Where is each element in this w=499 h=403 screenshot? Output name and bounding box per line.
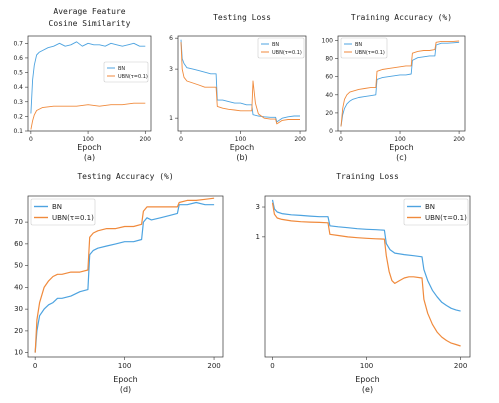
plot-frame	[27, 35, 152, 132]
x-tick-label: 200	[454, 362, 467, 370]
y-tick-label: 0	[329, 128, 333, 135]
y-tick-label: 0.6	[13, 55, 23, 62]
y-tick-label: 1	[169, 115, 173, 122]
x-tick-label: 0	[33, 362, 37, 370]
legend-label: BN	[52, 203, 62, 211]
subfigure-caption: (d)	[120, 385, 131, 394]
legend-label: UBN(τ=0.1)	[272, 50, 302, 56]
y-tick-label: 60	[14, 240, 23, 248]
legend-box	[403, 198, 469, 226]
series-line-bn	[180, 39, 300, 123]
y-tick-label: 100	[322, 38, 334, 45]
x-tick-label: 0	[270, 362, 274, 370]
y-tick-label: 70	[14, 218, 23, 226]
series-line-ubn	[340, 40, 460, 127]
series-line-ubn	[34, 197, 215, 353]
y-tick-label: 0.3	[13, 99, 23, 106]
legend-label: BN	[272, 42, 279, 48]
plot-frame	[27, 195, 224, 358]
legend: BN UBN(τ=0.1)	[403, 198, 469, 226]
series-line-ubn	[180, 42, 300, 125]
y-tick-label: 0.5	[13, 70, 23, 77]
x-tick-label: 200	[294, 136, 306, 143]
legend-box	[340, 37, 388, 59]
x-tick-label: 200	[207, 362, 220, 370]
subfigure-caption: (b)	[236, 153, 247, 162]
legend: BN UBN(τ=0.1)	[103, 61, 149, 83]
y-tick-label: 60	[325, 74, 333, 81]
y-tick-label: 0.7	[13, 40, 23, 47]
y-tick-label: 10	[14, 349, 23, 357]
legend-label: UBN(τ=0.1)	[118, 74, 148, 80]
legend-label: BN	[118, 66, 125, 72]
y-tick-label: 1	[256, 233, 260, 241]
y-tick-label: 0.1	[13, 128, 23, 135]
legend-box	[103, 61, 149, 83]
x-axis-label: Epoch	[355, 375, 380, 384]
y-tick-label: 40	[14, 283, 23, 291]
legend-label: BN	[355, 42, 362, 48]
chart-title: Average Feature	[53, 7, 125, 16]
y-tick-label: 3	[169, 66, 173, 73]
legend-label: UBN(τ=0.1)	[52, 214, 94, 222]
series-line-bn	[34, 201, 215, 353]
x-axis-label: Epoch	[77, 143, 102, 152]
y-tick-label: 50	[14, 262, 23, 270]
y-tick-label: 3	[256, 203, 260, 211]
x-tick-label: 100	[394, 136, 406, 143]
chart-c: Training Accuracy (%) 0 100 200 0 20 40 60 80 100…	[322, 13, 466, 162]
legend: BN UBN(τ=0.1)	[340, 37, 388, 59]
y-tick-label: 80	[325, 56, 333, 63]
chart-d: Testing Accuracy (%) 0 100 200 10 20 30 40 50 60 7…	[14, 172, 224, 394]
x-tick-label: 100	[118, 362, 131, 370]
chart-a: Average Feature Cosine Similarity 0 100 200 0…	[13, 7, 152, 162]
plot-frame	[177, 35, 307, 132]
chart-title: Training Loss	[336, 172, 399, 181]
x-axis-label: Epoch	[389, 143, 414, 152]
legend-label: UBN(τ=0.1)	[355, 50, 385, 56]
legend-label: UBN(τ=0.1)	[425, 214, 467, 222]
plot-frame	[264, 195, 471, 358]
y-tick-label: 0.4	[13, 84, 23, 91]
y-tick-label: 6	[169, 35, 173, 42]
x-tick-label: 100	[235, 136, 247, 143]
y-tick-label: 20	[325, 110, 333, 117]
x-tick-label: 0	[179, 136, 183, 143]
legend: BN UBN(τ=0.1)	[30, 198, 96, 226]
legend: BN UBN(τ=0.1)	[257, 37, 305, 59]
x-tick-label: 0	[339, 136, 343, 143]
plot-frame	[337, 35, 466, 132]
series-line-bn	[271, 199, 461, 312]
chart-e: Training Loss 0 100 200 1 3 Epoch(e) BN UBN(τ=0.…	[256, 172, 471, 394]
chart-title: Testing Accuracy (%)	[77, 172, 173, 181]
legend-box	[30, 198, 96, 226]
subfigure-caption: (a)	[84, 153, 95, 162]
y-tick-label: 30	[14, 305, 23, 313]
y-tick-label: 0.2	[13, 113, 23, 120]
series-line-bn	[340, 41, 460, 127]
x-tick-label: 100	[360, 362, 373, 370]
x-tick-label: 0	[29, 136, 33, 143]
chart-title: Cosine Similarity	[49, 19, 131, 28]
legend-label: BN	[425, 203, 435, 211]
x-axis-label: Epoch	[230, 143, 255, 152]
chart-b: Testing Loss 0 100 200 1 3 6 Epoch(b) BN UBN(τ=0.…	[169, 13, 307, 162]
x-tick-label: 200	[140, 136, 152, 143]
y-tick-label: 20	[14, 327, 23, 335]
series-line-bn	[30, 41, 146, 114]
x-tick-label: 100	[82, 136, 94, 143]
y-tick-label: 40	[325, 92, 333, 99]
chart-title: Training Accuracy (%)	[351, 13, 452, 22]
subfigure-caption: (c)	[396, 153, 407, 162]
series-line-ubn	[30, 102, 146, 130]
x-axis-label: Epoch	[113, 375, 138, 384]
legend-box	[257, 37, 305, 59]
chart-title: Testing Loss	[213, 13, 271, 22]
x-tick-label: 200	[453, 136, 465, 143]
subfigure-caption: (e)	[362, 385, 373, 394]
series-line-ubn	[271, 202, 461, 347]
